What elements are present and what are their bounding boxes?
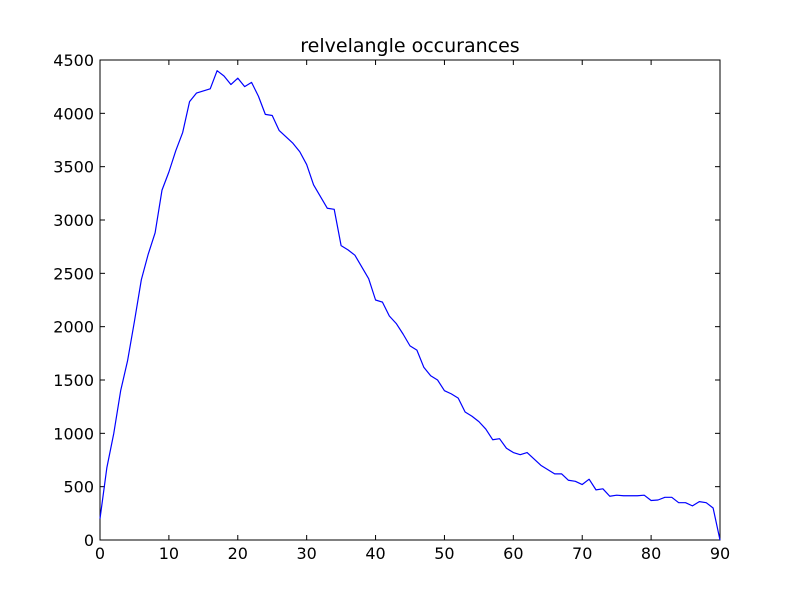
x-tick-label: 60 [503,544,523,563]
chart-title: relvelangle occurances [300,35,519,57]
x-tick-label: 80 [641,544,661,563]
series-group [99,70,721,541]
y-tick-label: 2500 [53,264,94,283]
x-tick-label: 0 [95,544,105,563]
x-tick-label: 30 [296,544,316,563]
y-tick-label: 2000 [53,318,94,337]
x-tick-label: 70 [572,544,592,563]
y-tick-label: 4500 [53,51,94,70]
y-tick-label: 500 [63,478,94,497]
x-tick-label: 50 [434,544,454,563]
y-tick-label: 4000 [53,104,94,123]
axis-ticks: 0 10 20 30 40 50 60 70 80 90 0 500 1000 1500 2000 2500 3… [53,51,730,563]
y-tick-label: 0 [84,531,94,550]
series-line [99,70,721,541]
y-tick-label: 1000 [53,424,94,443]
plot-border [99,59,721,541]
x-tick-label: 20 [228,544,248,563]
x-tick-label: 90 [710,544,730,563]
y-tick-label: 1500 [53,371,94,390]
x-tick-label: 40 [365,544,385,563]
y-tick-label: 3000 [53,211,94,230]
x-tick-label: 10 [159,544,179,563]
plot-area [99,59,721,541]
y-tick-label: 3500 [53,158,94,177]
